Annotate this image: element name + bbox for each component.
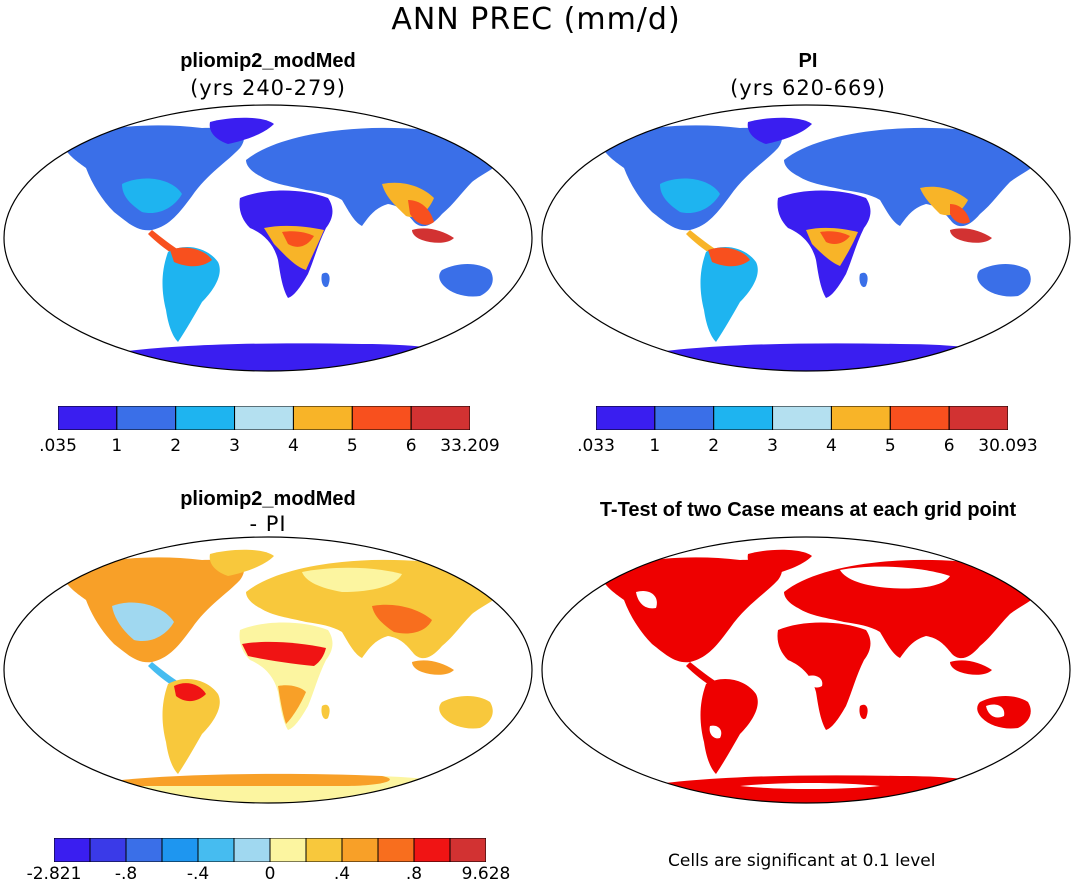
panel-subtitle-bottom-left: - PI xyxy=(249,512,287,536)
colorbar-segment xyxy=(197,838,235,862)
colorbar-label: -.4 xyxy=(186,864,210,884)
figure-title: ANN PREC (mm/d) xyxy=(391,2,681,37)
colorbar-label: 3 xyxy=(229,436,240,456)
colorbar-segment xyxy=(713,406,774,430)
colorbar-label: .033 xyxy=(577,436,615,456)
map-bottom-right xyxy=(541,536,1071,804)
colorbar-segment xyxy=(948,406,1008,430)
colorbar-label: 1 xyxy=(111,436,123,456)
colorbar-segment xyxy=(351,406,412,430)
colorbar-segment xyxy=(449,838,486,862)
colorbar-segment xyxy=(377,838,415,862)
colorbar-bottom-left xyxy=(54,838,486,862)
colorbar-top-left xyxy=(58,406,470,430)
colorbar-labels-top-right: .033 1 2 3 4 5 6 30.093 xyxy=(577,436,1038,458)
colorbar-segment xyxy=(292,406,353,430)
colorbar-segment xyxy=(234,406,294,430)
colorbar-label: .035 xyxy=(39,436,77,456)
colorbar-segment xyxy=(269,838,307,862)
colorbar-label: 0 xyxy=(264,864,276,884)
colorbar-label: 3 xyxy=(767,436,778,456)
colorbar-label: -2.821 xyxy=(26,864,82,884)
colorbar-label: -.8 xyxy=(114,864,138,884)
colorbar-label: 6 xyxy=(405,436,417,456)
colorbar-segment xyxy=(889,406,950,430)
colorbar-segment xyxy=(54,838,91,862)
panel-title-bottom-left: pliomip2_modMed xyxy=(180,488,356,510)
colorbar-segment xyxy=(233,838,271,862)
colorbar-label: 5 xyxy=(884,436,896,456)
colorbar-segment xyxy=(830,406,891,430)
colorbar-label: 4 xyxy=(288,436,299,456)
colorbar-label: 9.628 xyxy=(461,864,511,884)
colorbar-top-right xyxy=(596,406,1008,430)
colorbar-label: 5 xyxy=(346,436,358,456)
colorbar-segment xyxy=(654,406,715,430)
colorbar-label: 2 xyxy=(708,436,720,456)
colorbar-labels-bottom-left: -2.821 -.8 -.4 0 .4 .8 9.628 xyxy=(27,864,511,886)
colorbar-segment xyxy=(596,406,656,430)
panel-title-top-right: PI xyxy=(798,50,818,72)
colorbar-segment xyxy=(410,406,470,430)
colorbar-segment xyxy=(175,406,236,430)
panel-title-top-left: pliomip2_modMed xyxy=(180,50,356,72)
colorbar-segment xyxy=(413,838,451,862)
colorbar-segment xyxy=(341,838,379,862)
colorbar-label: 30.093 xyxy=(978,436,1038,456)
colorbar-labels-top-left: .035 1 2 3 4 5 6 33.209 xyxy=(39,436,500,458)
panel-subtitle-top-right: (yrs 620-669) xyxy=(730,76,886,100)
colorbar-label: 4 xyxy=(826,436,837,456)
panel-subtitle-top-left: (yrs 240-279) xyxy=(190,76,346,100)
map-top-right xyxy=(541,104,1071,372)
panel-title-bottom-right: T-Test of two Case means at each grid po… xyxy=(599,499,1017,521)
colorbar-segment xyxy=(772,406,832,430)
significance-footnote: Cells are significant at 0.1 level xyxy=(668,851,936,871)
colorbar-label: 2 xyxy=(170,436,182,456)
map-top-left xyxy=(3,104,533,372)
colorbar-label: 1 xyxy=(649,436,661,456)
map-bottom-left xyxy=(3,536,533,804)
colorbar-label: 33.209 xyxy=(440,436,500,456)
colorbar-segment xyxy=(161,838,199,862)
colorbar-label: .8 xyxy=(405,864,423,884)
colorbar-segment xyxy=(116,406,177,430)
colorbar-segment xyxy=(305,838,343,862)
colorbar-segment xyxy=(89,838,127,862)
colorbar-segment xyxy=(125,838,163,862)
colorbar-label: 6 xyxy=(943,436,955,456)
colorbar-segment xyxy=(58,406,118,430)
colorbar-label: .4 xyxy=(333,864,351,884)
